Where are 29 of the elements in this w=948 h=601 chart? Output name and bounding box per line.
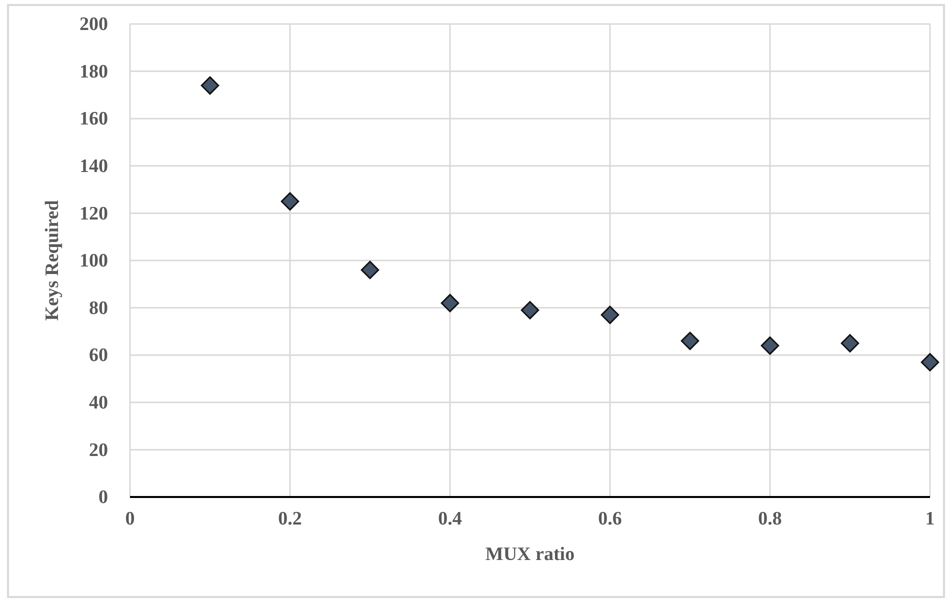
y-tick-label: 20 bbox=[89, 440, 108, 461]
x-tick-label: 0.2 bbox=[278, 508, 302, 530]
y-tick-label: 160 bbox=[80, 108, 108, 130]
y-tick-label: 40 bbox=[89, 392, 108, 414]
x-tick-label: 0 bbox=[125, 508, 135, 530]
point bbox=[760, 336, 780, 355]
y-axis-title: Keys Required bbox=[42, 200, 63, 321]
y-tick-label: 140 bbox=[80, 156, 108, 177]
x-tick-label: 1 bbox=[925, 508, 935, 530]
point bbox=[920, 353, 940, 372]
point bbox=[680, 332, 700, 350]
point bbox=[520, 301, 540, 320]
y-tick-label: 100 bbox=[80, 250, 108, 272]
y-tick-label: 80 bbox=[89, 298, 108, 319]
point bbox=[840, 334, 860, 352]
x-tick-label: 0.6 bbox=[598, 508, 622, 530]
y-tick-label: 180 bbox=[80, 61, 108, 82]
y-tick-label: 60 bbox=[89, 345, 108, 366]
point bbox=[360, 260, 380, 280]
y-tick-label: 120 bbox=[80, 203, 108, 224]
point bbox=[200, 76, 220, 95]
point bbox=[600, 306, 620, 324]
y-tick-label: 0 bbox=[98, 487, 108, 508]
x-tick-label: 0.8 bbox=[758, 508, 782, 530]
x-axis-title: MUX ratio bbox=[485, 544, 575, 565]
point bbox=[440, 294, 460, 312]
x-tick-label: 0.4 bbox=[438, 508, 462, 530]
y-tick-label: 200 bbox=[80, 14, 108, 36]
point bbox=[280, 192, 300, 211]
